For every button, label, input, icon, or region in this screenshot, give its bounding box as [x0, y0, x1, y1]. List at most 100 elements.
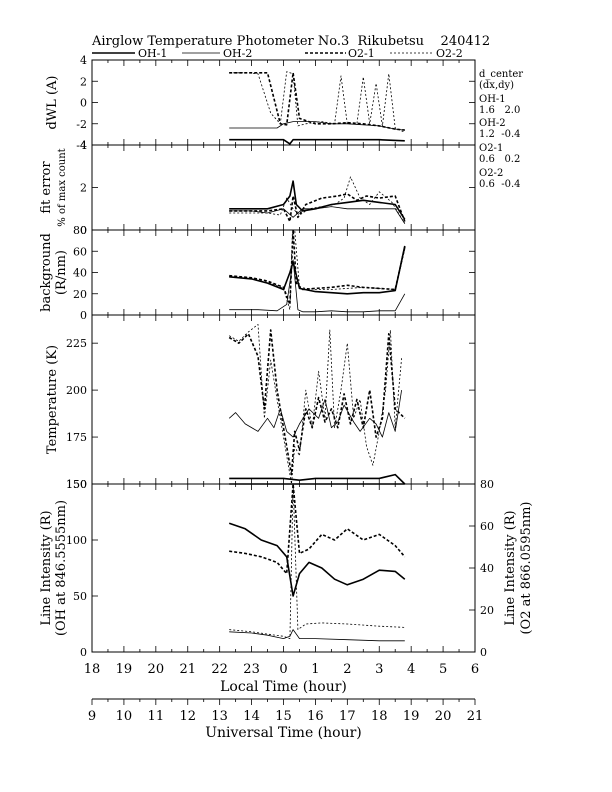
- y-tick-label: 0: [80, 646, 87, 659]
- y-right-tick-label: 60: [480, 520, 494, 533]
- local-time-tick-label: 20: [148, 662, 165, 677]
- ut-tick-label: 9: [88, 709, 96, 724]
- series-o2-1-line: [229, 229, 406, 306]
- side-note-oh1-label: OH-1: [479, 94, 506, 105]
- y-tick-label: 4: [80, 54, 87, 67]
- ut-tick-label: 17: [339, 709, 356, 724]
- series-oh-1-line: [228, 522, 406, 597]
- side-note-o22-value: 0.6 -0.4: [479, 179, 521, 190]
- side-note-o21-label: O2-1: [479, 143, 503, 154]
- y-axis-label: background: [39, 233, 54, 312]
- y-tick-label: -4: [76, 139, 87, 152]
- y-right-axis-label-2: (O2 at 866.0595nm): [519, 501, 534, 634]
- local-time-tick-label: 22: [211, 662, 228, 677]
- series-o2-1-line: [229, 72, 405, 131]
- series-o2-1-line: [228, 329, 406, 476]
- ut-tick-label: 16: [307, 709, 324, 724]
- y-axis-label: Temperature (K): [45, 345, 60, 454]
- series-o2-1-line: [229, 483, 406, 575]
- ut-tick-label: 11: [148, 709, 165, 724]
- series-oh-1-line: [229, 180, 406, 220]
- series-o2-2-line: [229, 229, 406, 311]
- local-time-tick-label: 21: [179, 662, 196, 677]
- y-tick-label: 100: [66, 534, 87, 547]
- local-time-tick-label: 18: [84, 662, 101, 677]
- panel-2-frame: [91, 144, 476, 231]
- panel-3-frame: [91, 229, 476, 316]
- y-axis-label-2: (OH at 846.5555nm): [54, 500, 69, 636]
- y-tick-label: 225: [66, 337, 87, 350]
- series-oh-1-line: [229, 473, 406, 485]
- y-tick-label: 0: [80, 309, 87, 322]
- ut-tick-label: 13: [211, 709, 228, 724]
- y-tick-label: 0: [80, 224, 87, 237]
- y-axis-label: dWL (A): [45, 76, 60, 130]
- local-time-tick-label: 23: [243, 662, 260, 677]
- panel-5-frame: [91, 483, 476, 653]
- y-tick-label: 80: [73, 224, 87, 237]
- side-note-oh2-value: 1.2 -0.4: [479, 129, 521, 140]
- series-oh-2-line: [229, 259, 406, 313]
- y-tick-label: 2: [80, 75, 87, 88]
- local-time-tick-label: 2: [343, 662, 351, 677]
- legend-o22: O2-2: [390, 47, 463, 60]
- panel-4: 225 200 175 150 Temperature (K): [45, 314, 476, 491]
- side-note-oh1-value: 1.6 2.0: [479, 105, 520, 116]
- ut-tick-label: 12: [179, 709, 196, 724]
- ut-tick-label: 14: [243, 709, 260, 724]
- legend-o21: O2-1: [305, 47, 375, 60]
- series-oh-2-line: [229, 206, 406, 224]
- series-oh-1-line: [229, 245, 406, 295]
- side-note-o21-value: 0.6 0.2: [479, 154, 520, 165]
- side-note-oh2-label: OH-2: [479, 118, 506, 129]
- y-tick-label: 200: [66, 384, 87, 397]
- y-tick-label: 150: [66, 478, 87, 491]
- ut-tick-label: 15: [275, 709, 292, 724]
- y-axis-label: fit error: [39, 161, 54, 214]
- legend-o22-label: O2-2: [436, 47, 463, 60]
- local-time-axis-label: Local Time (hour): [220, 679, 347, 695]
- ut-tick-label: 18: [371, 709, 388, 724]
- y-axis-label-2: % of max count: [57, 148, 68, 226]
- legend-oh1-label: OH-1: [138, 47, 167, 60]
- y-axis-label-2: (R/nm): [54, 250, 69, 295]
- y-axis-label: Line Intensity (R): [39, 510, 54, 625]
- y-tick-label: 4: [80, 139, 87, 152]
- ut-tick-label: 21: [467, 709, 484, 724]
- panel-2: 4 2 0 fit error% of max count: [39, 139, 476, 237]
- side-note-o22-label: O2-2: [479, 168, 503, 179]
- legend: OH-1 OH-2 O2-1 O2-2: [92, 47, 463, 60]
- panel-3: 80 60 40 20 0 background (R/nm): [39, 224, 476, 322]
- series-o2-2-line: [229, 176, 406, 224]
- ut-tick-label: 10: [116, 709, 133, 724]
- side-note-header2: (dx,dy): [479, 80, 514, 91]
- series-o2-2-line: [229, 483, 405, 639]
- local-time-tick-label: 19: [116, 662, 133, 677]
- y-tick-label: 20: [73, 288, 87, 301]
- y-tick-label: 2: [80, 182, 87, 195]
- y-right-tick-label: 20: [480, 604, 494, 617]
- y-tick-label: 60: [73, 245, 87, 258]
- y-tick-label: 50: [73, 590, 87, 603]
- y-tick-label: 40: [73, 267, 87, 280]
- panel-1: 4 2 0 -2 -4 dWL (A): [45, 54, 476, 152]
- ut-axis-label: Universal Time (hour): [205, 725, 362, 741]
- side-note-header: d_center: [479, 69, 523, 80]
- local-time-tick-label: 6: [471, 662, 479, 677]
- series-oh-1-line: [229, 138, 405, 145]
- series-oh-2-line: [228, 390, 402, 438]
- y-tick-label: -2: [76, 118, 87, 131]
- legend-oh2: OH-2: [182, 47, 252, 60]
- series-oh-2-line: [229, 629, 405, 642]
- legend-oh1: OH-1: [92, 47, 167, 60]
- side-notes: d_center (dx,dy) OH-1 1.6 2.0 OH-2 1.2 -…: [479, 69, 523, 190]
- series-o2-2-line: [228, 323, 402, 485]
- series-o2-2-line: [229, 71, 405, 133]
- figure-title: Airglow Temperature Photometer No.3 Riku…: [91, 34, 490, 49]
- panel-1-frame: [91, 59, 476, 146]
- y-right-axis-label: Line Intensity (R): [503, 510, 518, 625]
